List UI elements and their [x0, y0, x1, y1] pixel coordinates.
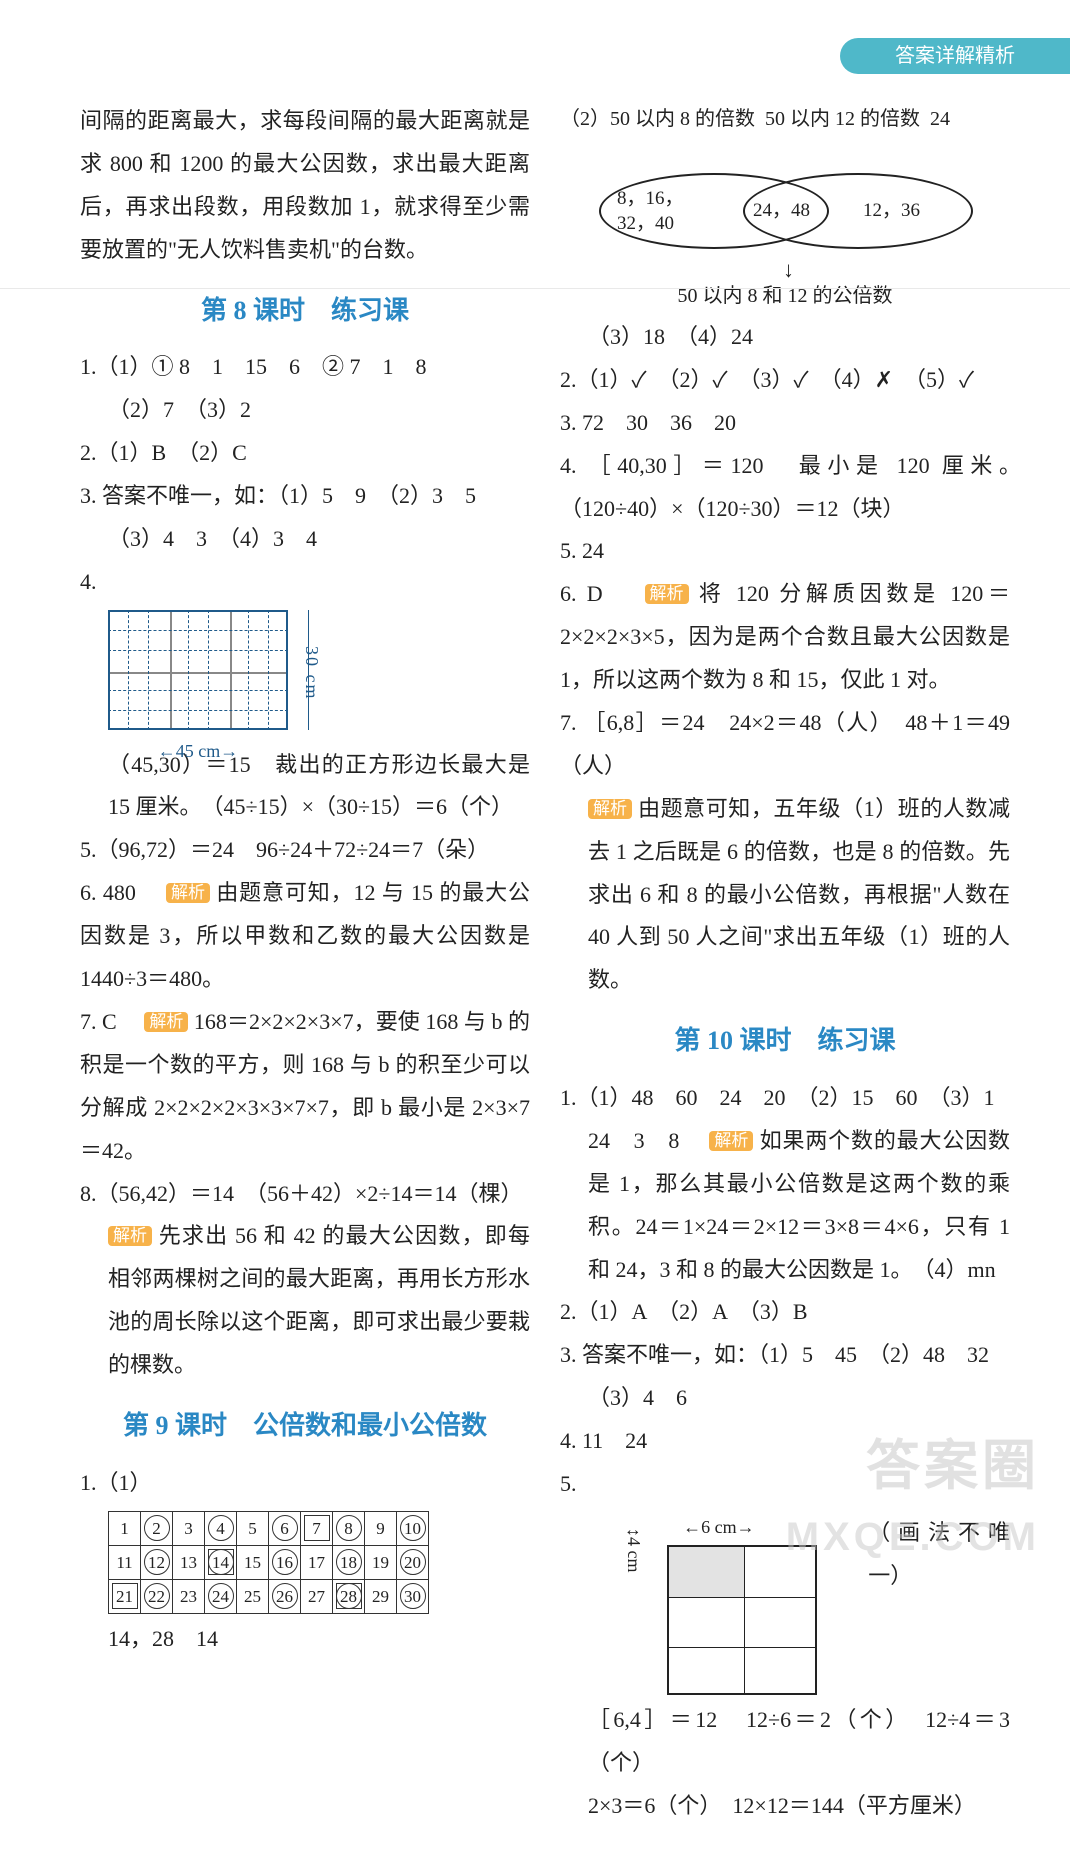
l9-q1-label: 1.（1）: [80, 1462, 530, 1505]
l10-q5-calc1: ［6,4］＝12 12÷6＝2（个） 12÷4＝3（个）: [560, 1699, 1010, 1785]
analytic-tag: 解析: [108, 1226, 152, 1246]
l10-q5-calc2: 2×3＝6（个） 12×12＝144（平方厘米）: [560, 1785, 1010, 1828]
r-q4: 4. ［40,30］＝120 最小是 120 厘米。 （120÷40）×（120…: [560, 445, 1010, 531]
l10-q5-label: 5.: [560, 1463, 1010, 1506]
venn-top-labels: （2）50 以内 8 的倍数 50 以内 12 的倍数 24: [560, 100, 1010, 139]
grid-figure: 30 cm ←45 cm→: [108, 610, 303, 740]
l10-q1-line1: 1.（1）48 60 24 20 （2）15 60 （3）1: [560, 1077, 1010, 1120]
sq-width-label: ←6 cm→: [667, 1510, 817, 1545]
lesson9-title: 第 9 课时 公倍数和最小公倍数: [80, 1401, 530, 1452]
venn-mid-nums: 24，48: [753, 199, 810, 224]
r-q2: 2.（1）✓ （2）✓ （3）✓ （4）✗ （5）✓: [560, 359, 1010, 402]
square-figure: ↕4 cm ←6 cm→: [588, 1510, 852, 1695]
venn-left-nums: 8，16， 32，40: [617, 187, 684, 236]
r-q7-line1: 7. ［6,8］＝24 24×2＝48（人） 48＋1＝49（人）: [560, 702, 1010, 788]
r-q5: 5. 24: [560, 530, 1010, 573]
number-grid-1-30: 1234567891011121314151617181920212223242…: [108, 1511, 429, 1614]
lesson10-title: 第 10 课时 练习课: [560, 1016, 1010, 1067]
l10-q2: 2.（1）A （2）A （3）B: [560, 1291, 1010, 1334]
l8-q6: 6. 480 解析 由题意可知，12 与 15 的最大公因数是 3，所以甲数和乙…: [80, 872, 530, 1001]
header-tab: 答案详解精析: [840, 38, 1070, 74]
l10-q4: 4. 11 24: [560, 1420, 1010, 1463]
page-columns: 间隔的距离最大，求每段间隔的最大距离就是求 800 和 1200 的最大公因数，…: [0, 0, 1070, 1868]
r-q7-exp: 解析 由题意可知，五年级（1）班的人数减去 1 之后既是 6 的倍数，也是 8 …: [560, 788, 1010, 1002]
l8-q8-exp: 解析 先求出 56 和 42 的最大公因数，即每相邻两棵树之间的最大距离，再用长…: [80, 1215, 530, 1387]
square-figure-row: ↕4 cm ←6 cm→ （画法不唯一）: [560, 1506, 1010, 1699]
l8-q3-line1: 3. 答案不唯一，如：（1）5 9 （2）3 5: [80, 475, 530, 518]
analytic-tag: 解析: [588, 799, 632, 819]
l8-q8-line1: 8.（56,42）＝14 （56＋42）×2÷14＝14（棵）: [80, 1173, 530, 1216]
l8-q5: 5.（96,72）＝24 96÷24＋72÷24＝7（朵）: [80, 829, 530, 872]
arrow-down-icon: ↓: [783, 249, 794, 292]
grid-height-label: 30 cm: [294, 646, 329, 701]
l8-q2: 2.（1）B （2）C: [80, 432, 530, 475]
r-q3: 3. 72 30 36 20: [560, 402, 1010, 445]
l9-q1-answer: 14，28 14: [80, 1618, 530, 1661]
l8-q1-line1: 1.（1）① 8 1 15 6 ② 7 1 8: [80, 346, 530, 389]
venn-right-nums: 12，36: [863, 199, 920, 224]
l10-q3-line1: 3. 答案不唯一，如：（1）5 45 （2）48 32: [560, 1334, 1010, 1377]
l10-q3-line2: （3）4 6: [560, 1377, 1010, 1420]
venn-diagram: 8，16， 32，40 24，48 12，36 ↓: [595, 143, 975, 273]
l10-q1-line2: 24 3 8 解析 如果两个数的最大公因数是 1，那么其最小公倍数是这两个数的乘…: [560, 1120, 1010, 1292]
analytic-tag: 解析: [144, 1012, 188, 1032]
intro-paragraph: 间隔的距离最大，求每段间隔的最大距离就是求 800 和 1200 的最大公因数，…: [80, 100, 530, 272]
divider-line: [0, 288, 1070, 289]
sq-height-label: ↕4 cm: [616, 1514, 651, 1691]
analytic-tag: 解析: [709, 1131, 753, 1151]
grid-width-label: ←45 cm→: [108, 734, 288, 769]
r-q1-34: （3）18 （4）24: [560, 316, 1010, 359]
left-column: 间隔的距离最大，求每段间隔的最大距离就是求 800 和 1200 的最大公因数，…: [80, 100, 530, 1828]
lesson8-title: 第 8 课时 练习课: [80, 286, 530, 337]
l8-q3-line2: （3）4 3 （4）3 4: [80, 518, 530, 561]
l8-q4-label: 4.: [80, 561, 530, 604]
sq-note: （画法不唯一）: [868, 1506, 1010, 1598]
analytic-tag: 解析: [166, 883, 210, 903]
r-q6: 6. D 解析 将 120 分解质因数是 120＝2×2×2×3×5，因为是两个…: [560, 573, 1010, 702]
analytic-tag: 解析: [645, 584, 689, 604]
l8-q7: 7. C 解析 168＝2×2×2×3×7，要使 168 与 b 的积是一个数的…: [80, 1001, 530, 1173]
right-column: （2）50 以内 8 的倍数 50 以内 12 的倍数 24 8，16， 32，…: [560, 100, 1010, 1828]
l8-q1-line2: （2）7 （3）2: [80, 389, 530, 432]
